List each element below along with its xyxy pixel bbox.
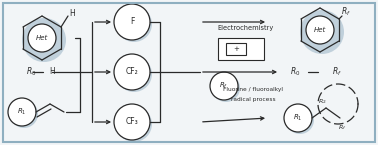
Text: Het: Het xyxy=(314,27,326,33)
Text: $R_0$: $R_0$ xyxy=(26,66,36,78)
Circle shape xyxy=(212,74,240,102)
Text: CF₃: CF₃ xyxy=(125,117,138,126)
Circle shape xyxy=(8,98,36,126)
Text: CF₂: CF₂ xyxy=(125,68,138,77)
Text: H: H xyxy=(49,68,55,77)
Circle shape xyxy=(210,72,238,100)
Text: radical process: radical process xyxy=(231,97,275,103)
Circle shape xyxy=(300,10,344,54)
Text: $R_1$: $R_1$ xyxy=(17,107,27,117)
Circle shape xyxy=(114,4,150,40)
Circle shape xyxy=(116,106,152,142)
Text: $R_f$: $R_f$ xyxy=(341,6,351,18)
Text: +: + xyxy=(233,46,239,52)
Text: F: F xyxy=(130,18,134,27)
Circle shape xyxy=(286,106,314,134)
Text: Electrochemistry: Electrochemistry xyxy=(217,25,273,31)
FancyBboxPatch shape xyxy=(218,38,264,60)
Circle shape xyxy=(10,100,38,128)
Circle shape xyxy=(284,104,312,132)
Circle shape xyxy=(116,6,152,42)
Text: $R_f$: $R_f$ xyxy=(219,81,229,91)
Circle shape xyxy=(116,56,152,92)
Text: H: H xyxy=(69,10,75,19)
Text: $R_0$: $R_0$ xyxy=(290,66,301,78)
Text: $R_f$: $R_f$ xyxy=(332,66,342,78)
Text: Het: Het xyxy=(36,35,48,41)
Text: $R_1$: $R_1$ xyxy=(293,113,303,123)
Circle shape xyxy=(22,18,66,62)
Circle shape xyxy=(308,18,336,46)
Circle shape xyxy=(114,104,150,140)
FancyBboxPatch shape xyxy=(226,43,246,55)
Text: $R_2$: $R_2$ xyxy=(318,98,326,106)
Circle shape xyxy=(28,24,56,52)
Circle shape xyxy=(114,54,150,90)
Circle shape xyxy=(30,26,58,54)
Text: Fluorine / fluoroalkyl: Fluorine / fluoroalkyl xyxy=(223,87,283,93)
Text: $R_f$: $R_f$ xyxy=(338,124,346,132)
Circle shape xyxy=(306,16,334,44)
